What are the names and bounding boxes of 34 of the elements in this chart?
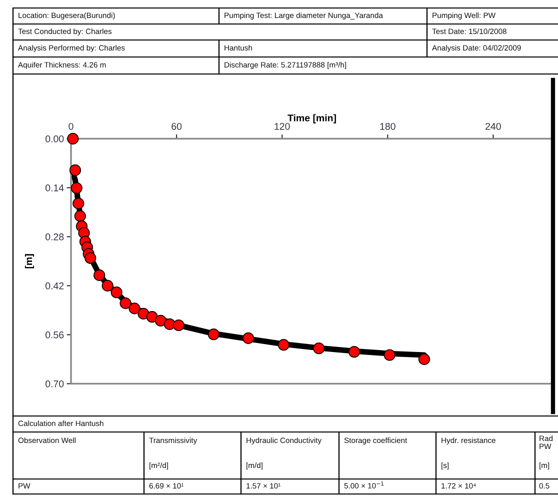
point	[172, 319, 184, 332]
point	[278, 339, 290, 351]
x-tick-label: 180	[380, 122, 396, 130]
point	[94, 269, 106, 281]
y-tick-label: 0.28	[46, 233, 64, 240]
point	[110, 286, 122, 298]
point	[84, 252, 96, 264]
y-tick-label: 0.56	[46, 331, 64, 338]
y-tick-label: 0.70	[46, 380, 64, 388]
point	[74, 210, 86, 222]
x-tick-label: 60	[172, 122, 182, 130]
point	[70, 182, 82, 194]
point	[146, 311, 158, 323]
point	[69, 164, 82, 176]
x-tick-label: 0	[68, 122, 74, 130]
point	[242, 332, 254, 344]
point	[313, 342, 325, 354]
y-tick-label: 0.42	[46, 282, 64, 290]
y-tick-label: 0.00	[46, 135, 64, 142]
point	[102, 280, 114, 292]
point	[154, 314, 167, 326]
y-tick-label: 0.14	[46, 184, 64, 192]
x-axis-title: Time [min]	[288, 114, 336, 124]
x-tick-label: 120	[274, 122, 290, 130]
point	[208, 328, 220, 340]
point	[72, 198, 84, 210]
point	[120, 297, 132, 309]
x-tick-label: 240	[486, 122, 501, 130]
point	[67, 132, 79, 144]
point	[418, 353, 430, 365]
y-axis-title: [m]	[24, 254, 34, 268]
point	[348, 346, 360, 358]
point	[128, 302, 140, 314]
point	[384, 349, 396, 361]
